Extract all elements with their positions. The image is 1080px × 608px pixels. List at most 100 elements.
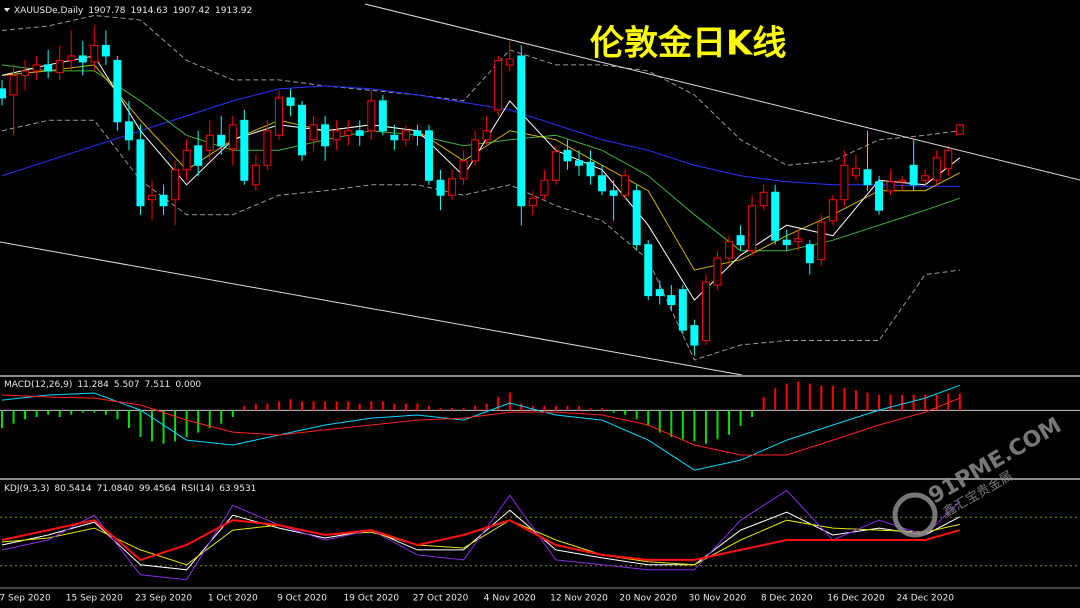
histogram-bar — [301, 401, 304, 411]
macd-line — [1, 394, 960, 456]
histogram-bar — [578, 405, 580, 411]
candle-body — [471, 139, 480, 162]
x-tick-label: 8 Dec 2020 — [761, 594, 813, 604]
histogram-bar — [797, 381, 800, 411]
candle-body — [944, 149, 953, 169]
histogram-bar — [508, 392, 511, 411]
candle-body — [505, 58, 514, 66]
readout-value: KDJ(9,3,3) — [4, 484, 49, 494]
histogram-bar — [324, 401, 327, 411]
readout-value: 71.0840 — [97, 484, 134, 494]
histogram-bar — [612, 410, 615, 413]
candle-body — [378, 100, 387, 132]
histogram-bar — [762, 397, 765, 411]
histogram-bar — [427, 405, 430, 411]
candle-body — [817, 221, 826, 261]
histogram-bar — [416, 403, 419, 411]
watermark-logo — [892, 492, 938, 538]
histogram-bar — [93, 410, 96, 413]
plot-layers — [0, 14, 1080, 581]
oscillator-line — [1, 509, 961, 571]
x-tick-label: 20 Nov 2020 — [619, 594, 677, 604]
histogram-bar — [139, 410, 142, 437]
candle-body — [921, 175, 930, 181]
histogram-bar — [485, 403, 488, 411]
readout-value: 1907.78 — [88, 6, 125, 16]
histogram-bar — [774, 388, 777, 411]
readout-value: MACD(12,26,9) — [4, 380, 72, 390]
candle-body — [32, 64, 41, 72]
histogram-bar — [462, 408, 465, 411]
candle-body — [886, 181, 895, 192]
x-tick-label: 30 Nov 2020 — [689, 594, 747, 604]
candle-body — [713, 257, 722, 286]
candle-body — [932, 157, 941, 181]
histogram-bar — [531, 405, 534, 411]
candle-body — [44, 64, 53, 72]
candle-body — [251, 164, 260, 186]
histogram-bar — [543, 405, 546, 411]
x-tick-label: 9 Oct 2020 — [277, 594, 327, 604]
moving-average-line — [1, 14, 960, 166]
histogram-bar — [681, 410, 684, 440]
histogram-bar — [670, 410, 673, 437]
histogram-bar — [785, 383, 788, 411]
x-tick-label: 27 Oct 2020 — [413, 594, 469, 604]
candle-body — [690, 325, 699, 346]
moving-average-line — [1, 119, 960, 361]
chart-title: 伦敦金日K线 — [590, 24, 786, 64]
histogram-bar — [404, 403, 407, 411]
candle-body — [655, 289, 664, 297]
candle-body — [598, 175, 607, 192]
candle-body — [159, 194, 168, 207]
histogram-bar — [589, 408, 592, 411]
histogram-bar — [347, 401, 350, 411]
candle-body — [448, 178, 457, 196]
histogram-bar — [81, 410, 84, 413]
candle-body — [609, 190, 618, 196]
candle-body — [782, 239, 791, 246]
candle-body — [413, 130, 422, 136]
candle-body — [828, 199, 837, 222]
histogram-bar — [901, 394, 904, 411]
histogram-bar — [658, 410, 661, 433]
histogram-bar — [854, 390, 857, 411]
candle-body — [332, 130, 341, 141]
histogram-bar — [451, 408, 454, 411]
x-tick-label: 12 Nov 2020 — [550, 594, 608, 604]
histogram-bar — [162, 410, 165, 444]
histogram-bar — [393, 403, 396, 411]
histogram-bar — [277, 401, 280, 411]
candle-body — [9, 74, 18, 96]
candle-body — [794, 238, 803, 243]
candle-body — [459, 160, 468, 180]
candle-body — [517, 55, 526, 207]
candle-body — [101, 44, 110, 57]
histogram-bar — [958, 393, 961, 411]
candle-body — [863, 169, 872, 186]
oscillator-line — [1, 519, 961, 562]
histogram-bar — [104, 410, 107, 415]
candle-body — [205, 134, 214, 151]
candle-body — [759, 191, 768, 207]
indicator-readout: KDJ(9,3,3) 80.5414 71.0840 99.4564 RSI(14) 63… — [4, 484, 256, 494]
candle-body — [55, 59, 64, 73]
histogram-bar — [693, 410, 696, 442]
histogram-bar — [866, 392, 869, 411]
candle-body — [286, 97, 295, 106]
readout-value: XAUUSDe,Daily — [14, 6, 84, 16]
candle-body — [667, 295, 676, 306]
candle-body — [528, 197, 537, 207]
moving-average-line — [1, 85, 960, 187]
histogram-bar — [358, 403, 361, 411]
candle-body — [563, 149, 572, 162]
histogram-bar — [497, 397, 500, 411]
readout-value: 1914.63 — [131, 6, 168, 16]
histogram-bar — [116, 410, 119, 420]
histogram-bar — [924, 394, 927, 411]
candle-body — [355, 130, 364, 136]
histogram-bar — [220, 410, 223, 424]
oscillator-line — [1, 519, 960, 566]
candle-body — [586, 161, 595, 177]
